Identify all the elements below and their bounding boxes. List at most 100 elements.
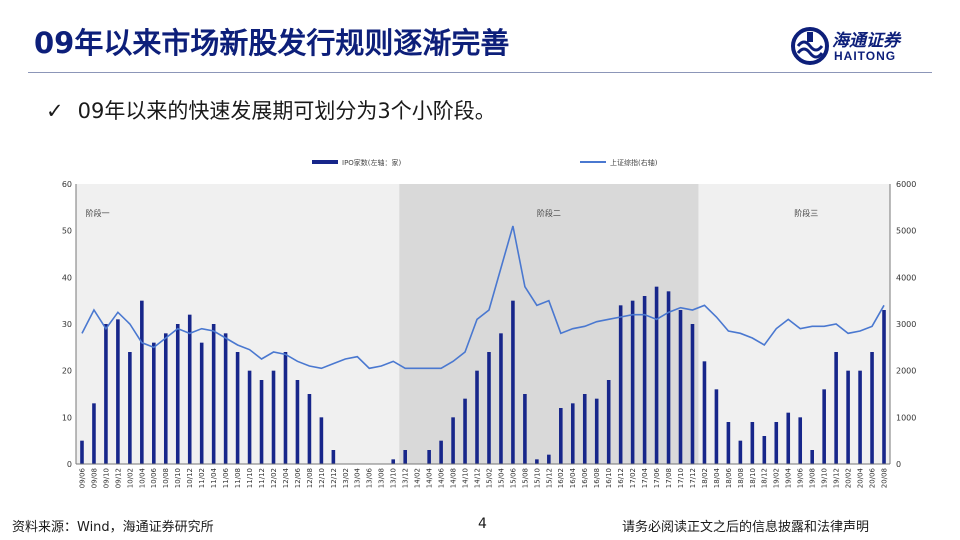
subtitle-text: 09年以来的快速发展期可划分为3个小阶段。 [77, 99, 496, 123]
x-tick-label: 17/06 [653, 467, 661, 488]
x-tick-label: 11/06 [222, 467, 230, 488]
x-tick-label: 13/10 [390, 468, 398, 488]
x-tick-label: 13/06 [366, 467, 374, 488]
x-tick-label: 11/10 [246, 468, 254, 488]
legend-label-ipo: IPO家数(左轴：家) [342, 158, 402, 167]
x-tick-label: 16/10 [605, 468, 613, 488]
x-tick-label: 20/08 [880, 468, 888, 488]
ipo-bar [834, 352, 838, 464]
ipo-bar [271, 370, 276, 464]
right-tick-label: 2000 [896, 367, 916, 376]
legend-swatch-ipo [312, 160, 338, 164]
x-tick-label: 12/04 [282, 467, 290, 488]
x-tick-label: 10/10 [174, 468, 182, 488]
ipo-bar [846, 370, 850, 464]
x-tick-label: 15/02 [485, 468, 493, 488]
ipo-bar [140, 300, 144, 464]
x-tick-label: 09/08 [90, 468, 98, 488]
ipo-bar [223, 333, 228, 464]
x-tick-label: 17/10 [677, 468, 685, 488]
ipo-bar [487, 352, 491, 464]
ipo-bar [870, 352, 874, 464]
x-tick-label: 18/12 [761, 468, 769, 488]
subtitle: ✓ 09年以来的快速发展期可划分为3个小阶段。 [46, 95, 496, 125]
ipo-bar [774, 422, 779, 464]
chart-legend: IPO家数(左轴：家) 上证综指(右轴) [312, 158, 658, 167]
logo-text-en: HAITONG [834, 49, 897, 63]
ipo-bar [463, 398, 467, 464]
title-divider [28, 72, 932, 73]
ipo-bar [152, 342, 156, 464]
ipo-bar [104, 324, 108, 464]
ipo-bar [439, 440, 443, 464]
sh-index-line [81, 225, 885, 370]
ipo-bar [523, 394, 527, 464]
checkmark-icon: ✓ [46, 99, 64, 123]
x-tick-label: 16/08 [593, 468, 601, 488]
left-tick-label: 10 [62, 413, 72, 422]
x-tick-label: 11/12 [258, 468, 266, 488]
ipo-bar [666, 291, 671, 464]
x-tick-label: 11/02 [198, 468, 206, 488]
x-tick-label: 18/08 [737, 468, 745, 488]
phase-label: 阶段三 [794, 208, 818, 218]
left-tick-label: 30 [62, 320, 72, 329]
x-tick-label: 19/02 [773, 468, 781, 488]
ipo-bar [559, 408, 563, 464]
x-tick-label: 09/10 [102, 468, 110, 488]
ipo-bar [570, 403, 575, 464]
disclaimer: 请务必阅读正文之后的信息披露和法律声明 [622, 520, 870, 535]
x-tick-label: 14/06 [438, 467, 446, 488]
x-tick-label: 19/04 [785, 467, 793, 488]
haitong-logo: 海通证券 HAITONG [790, 24, 940, 68]
x-tick-label: 14/02 [414, 468, 422, 488]
x-tick-label: 09/12 [114, 468, 122, 488]
ipo-bar [810, 450, 814, 464]
ipo-bar [403, 450, 407, 464]
ipo-bar [798, 417, 803, 464]
ipo-bar [499, 333, 503, 464]
ipo-bar [858, 370, 862, 464]
x-tick-label: 17/02 [629, 468, 637, 488]
x-tick-label: 14/08 [450, 468, 458, 488]
left-tick-label: 0 [67, 460, 72, 469]
x-tick-label: 15/06 [509, 467, 517, 488]
x-tick-label: 17/12 [689, 468, 697, 488]
left-tick-label: 40 [62, 273, 72, 282]
ipo-bar [211, 324, 216, 464]
ipo-chart: 阶段一 阶段二 阶段三 IPO家数(左轴：家) 上证综指(右轴) 0 10 20 30 40 5… [62, 158, 917, 488]
ipo-bar [547, 454, 551, 464]
ipo-bar [702, 361, 707, 464]
ipo-bar [247, 370, 252, 464]
right-tick-label: 3000 [896, 320, 916, 329]
phase-label: 阶段二 [537, 208, 561, 218]
ipo-bar [678, 310, 683, 464]
ipo-bar [726, 422, 731, 464]
x-tick-label: 16/12 [617, 468, 625, 488]
x-tick-label: 11/08 [234, 468, 242, 488]
x-tick-label: 19/08 [809, 468, 817, 488]
ipo-bar [427, 450, 431, 464]
logo-text-cn: 海通证券 [832, 31, 900, 51]
left-tick-label: 50 [62, 227, 72, 236]
ipo-bar [307, 394, 312, 464]
legend-label-index: 上证综指(右轴) [610, 158, 658, 167]
ipo-bar [175, 324, 180, 464]
ipo-bar [475, 370, 479, 464]
ipo-bar [187, 314, 192, 464]
x-tick-label: 19/12 [833, 468, 841, 488]
page-title: 09年以来市场新股发行规则逐渐完善 [34, 26, 510, 60]
x-tick-label: 10/02 [126, 468, 134, 488]
ipo-bar [594, 398, 599, 464]
x-tick-label: 14/12 [473, 468, 481, 488]
x-tick-label: 18/10 [749, 468, 757, 488]
ipo-bar [331, 450, 336, 464]
ipo-bar [786, 412, 791, 464]
x-tick-label: 11/04 [210, 467, 218, 488]
ipo-bar [822, 389, 826, 464]
ipo-bar [630, 300, 635, 464]
ipo-bar [295, 380, 300, 464]
ipo-bar [762, 436, 767, 464]
x-tick-label: 10/12 [186, 468, 194, 488]
ipo-bar [283, 352, 288, 464]
